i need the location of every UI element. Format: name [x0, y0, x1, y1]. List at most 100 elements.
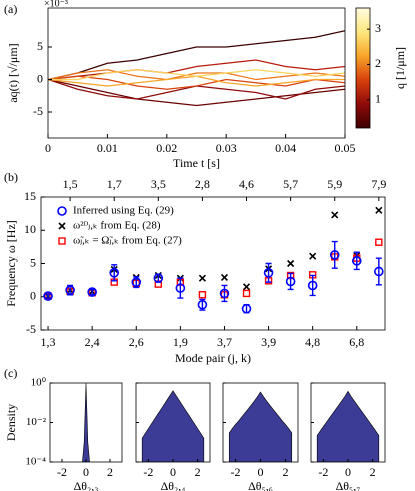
x-tick-label: 0 — [258, 465, 264, 479]
x-tick-label: 2 — [283, 465, 289, 479]
y-axis-label: Density — [4, 404, 18, 441]
line — [48, 59, 345, 81]
colorbar — [355, 7, 371, 129]
x-tick-label: 0 — [345, 465, 351, 479]
x-tick-label: 0.04 — [275, 141, 296, 155]
marker — [219, 288, 230, 299]
marker — [109, 268, 120, 278]
colorbar-tick-label: 1 — [375, 92, 381, 106]
marker — [242, 283, 251, 291]
x-tick-label: 3,7 — [217, 335, 232, 349]
x-tick-label: 0 — [45, 141, 51, 155]
legend-label: Inferred using Eq. (29) — [73, 205, 174, 217]
marker — [87, 287, 97, 297]
x-axis-label: Mode pair (j, k) — [175, 351, 251, 365]
marker — [375, 238, 383, 246]
marker — [153, 273, 164, 283]
x-tick-label: 5,7 — [283, 177, 298, 191]
y-tick-label: 10 — [24, 222, 36, 236]
x-tick-label: 2,8 — [195, 177, 210, 191]
legend-marker — [57, 206, 67, 216]
x-axis-label: Δθ₂,₃ — [74, 479, 99, 491]
y-tick-label: 15 — [24, 189, 36, 203]
x-tick-label: 5,9 — [327, 177, 342, 191]
error-bar — [221, 284, 228, 303]
legend-marker — [58, 237, 66, 245]
x-tick-label: 3,5 — [151, 177, 166, 191]
error-bar — [287, 272, 294, 291]
x-tick-label: 0 — [83, 465, 89, 479]
line — [48, 69, 345, 81]
y-tick-label: 0 — [37, 71, 43, 85]
legend-marker — [58, 222, 66, 230]
y-tick-label: 5 — [30, 255, 36, 269]
y-tick-label: -5 — [26, 322, 36, 336]
line — [48, 78, 345, 107]
panel-label: (b) — [4, 170, 18, 184]
density-plot — [82, 383, 90, 462]
y-tick-label: 10⁰ — [31, 377, 47, 389]
colorbar-tick-label: 3 — [375, 21, 381, 35]
x-tick-label: 0.02 — [156, 141, 177, 155]
y-tick-label: -5 — [33, 104, 43, 118]
error-bar — [177, 277, 184, 299]
density-area — [82, 383, 90, 462]
y-axis-label: Frequency ω [Hz] — [4, 220, 18, 307]
colorbar-label: q [1/μm] — [393, 47, 407, 89]
x-tick-label: 3,9 — [261, 335, 276, 349]
marker — [374, 266, 384, 277]
y-axis-label: aq(t) [√/μm] — [6, 43, 20, 102]
density-area — [141, 390, 205, 462]
x-axis-label: Δθ₂,₄ — [161, 479, 186, 491]
error-bar — [309, 274, 316, 297]
panel-label: (a) — [4, 2, 17, 16]
legend-label: ω̃ⱼ,ₖ = Ω̃ⱼ,ₖ from Eq. (27) — [73, 235, 182, 247]
marker — [351, 256, 362, 266]
marker — [307, 280, 318, 291]
plot-frame — [47, 7, 346, 139]
x-tick-label: 0.05 — [335, 141, 356, 155]
marker — [43, 291, 53, 301]
x-tick-label: 0.01 — [97, 141, 118, 155]
density-plot — [316, 390, 380, 462]
marker — [197, 299, 208, 310]
x-tick-label: 2,4 — [85, 335, 100, 349]
x-tick-label: 1,7 — [107, 177, 122, 191]
x-axis-label: Time t [s] — [173, 156, 220, 170]
x-axis-label: Δθ₅,₇ — [336, 479, 361, 491]
marker — [175, 283, 186, 293]
x-tick-label: -2 — [143, 465, 153, 479]
x-tick-label: 1,3 — [41, 335, 56, 349]
marker — [331, 211, 339, 219]
x-tick-label: 2 — [107, 465, 113, 479]
error-bar — [89, 288, 96, 296]
marker — [309, 252, 317, 260]
density-area — [316, 390, 380, 462]
error-bar — [45, 293, 52, 299]
error-bar — [331, 240, 338, 269]
legend-label: ω²ᴰⱼ,ₖ from Eq. (28) — [73, 220, 161, 232]
error-bar — [265, 262, 272, 283]
y-tick-label: 0 — [30, 289, 36, 303]
y-tick-label: 10⁻² — [26, 416, 47, 428]
panel-label: (c) — [4, 366, 17, 380]
x-tick-label: 4,8 — [305, 335, 320, 349]
plot-lines — [48, 30, 345, 107]
marker — [131, 277, 142, 287]
marker — [198, 291, 207, 299]
marker — [287, 259, 295, 268]
marker — [375, 206, 383, 214]
x-tick-label: 6,8 — [349, 335, 364, 349]
marker — [198, 274, 206, 282]
x-tick-label: 1,5 — [63, 177, 78, 191]
x-tick-label: -2 — [318, 465, 328, 479]
marker — [241, 303, 252, 314]
marker — [220, 273, 229, 282]
density-plot — [141, 390, 205, 462]
density-plot — [228, 391, 293, 462]
marker — [263, 268, 274, 278]
x-tick-label: -2 — [231, 465, 241, 479]
y-tick-label: 5 — [37, 39, 43, 53]
x-tick-label: 4,6 — [239, 177, 254, 191]
